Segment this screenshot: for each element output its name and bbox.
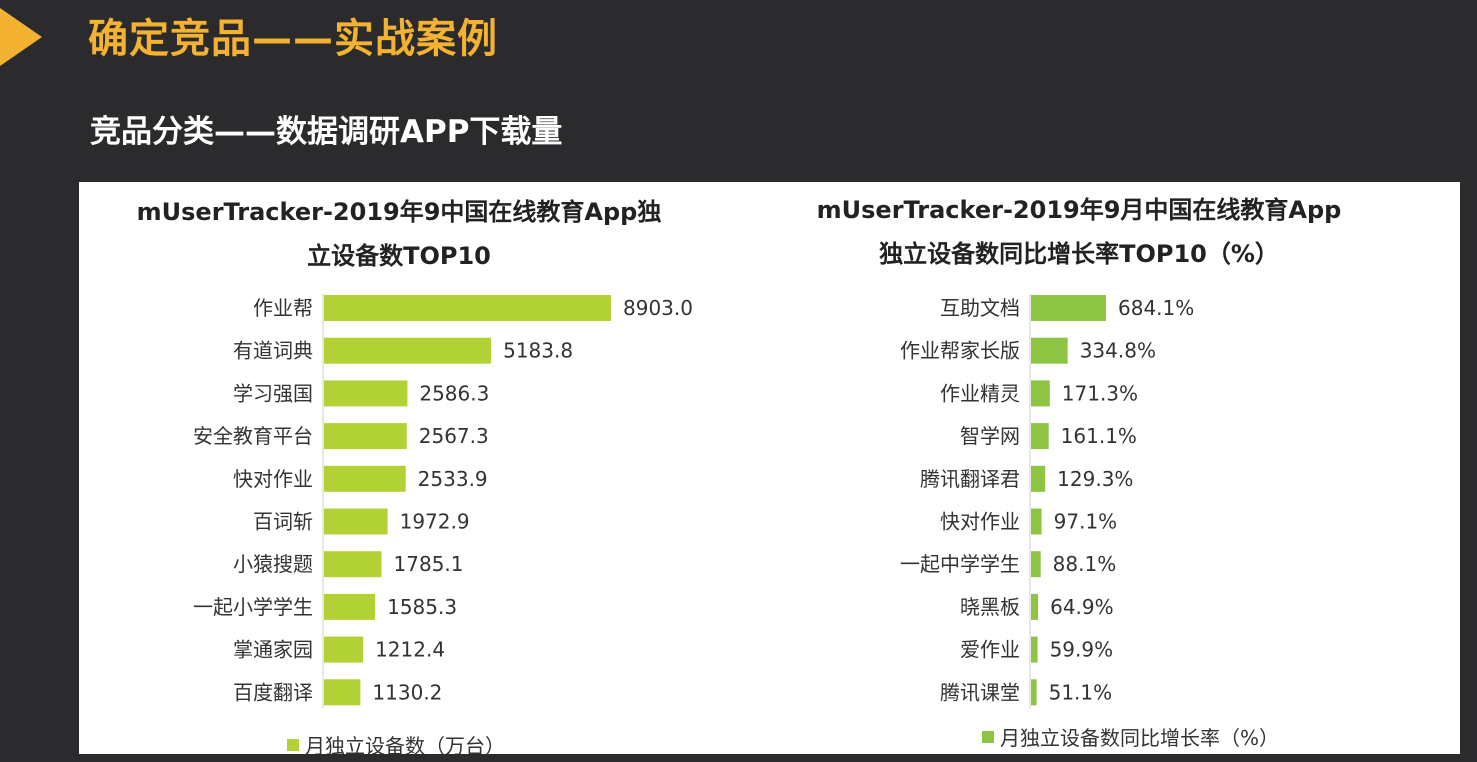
left-bar-5	[324, 465, 406, 492]
right-value-label-8: 64.9%	[1050, 595, 1114, 619]
right-value-label-2: 334.8%	[1080, 339, 1156, 363]
left-value-label-3: 2586.3	[419, 381, 489, 405]
right-value-label-10: 51.1%	[1049, 680, 1113, 704]
right-bar-5	[1031, 465, 1046, 492]
right-category-label-9: 爱作业	[960, 638, 1020, 662]
right-category-label-6: 快对作业	[940, 510, 1020, 534]
right-bar-7	[1031, 551, 1041, 578]
right-chart-title-line-2: 独立设备数同比增长率TOP10（%）	[879, 240, 1279, 268]
right-category-label-3: 作业精灵	[940, 381, 1020, 405]
left-bar-3	[324, 380, 408, 407]
right-category-label-2: 作业帮家长版	[900, 339, 1020, 363]
right-bar-10	[1031, 679, 1037, 706]
right-legend-label: 月独立设备数同比增长率（%）	[1000, 726, 1280, 750]
left-category-label-7: 小猿搜题	[233, 552, 313, 576]
right-bar-1	[1031, 295, 1106, 321]
right-value-label-4: 161.1%	[1061, 424, 1137, 448]
left-bar-4	[324, 423, 407, 450]
left-bar-10	[324, 679, 361, 706]
right-value-label-9: 59.9%	[1050, 638, 1114, 662]
left-category-label-8: 一起小学学生	[193, 595, 313, 619]
right-value-label-3: 171.3%	[1062, 381, 1138, 405]
right-category-label-7: 一起中学学生	[900, 552, 1020, 576]
left-chart-title-line-2: 立设备数TOP10	[307, 242, 491, 270]
right-bar-2	[1031, 337, 1068, 364]
left-value-label-9: 1212.4	[375, 638, 445, 662]
right-category-label-4: 智学网	[960, 424, 1020, 448]
left-category-label-2: 有道词典	[233, 339, 313, 363]
left-bar-9	[324, 636, 364, 663]
left-value-label-2: 5183.8	[503, 339, 573, 363]
left-bar-8	[324, 593, 376, 620]
right-bar-chart: 互助文档 684.1% 作业帮家长版 334.8% 作业精灵 171.3% 智学网 161.1…	[900, 294, 1194, 709]
left-legend-label: 月独立设备数（万台）	[305, 734, 505, 754]
left-chart-legend: 月独立设备数（万台）	[287, 730, 505, 754]
left-value-label-10: 1130.2	[372, 680, 442, 704]
left-chart-title-line-1: mUserTracker-2019年9中国在线教育App独	[136, 198, 662, 226]
right-category-label-10: 腾讯课堂	[940, 680, 1020, 704]
left-value-label-8: 1585.3	[387, 595, 457, 619]
right-value-label-7: 88.1%	[1053, 552, 1117, 576]
right-category-label-1: 互助文档	[940, 296, 1020, 320]
left-value-label-6: 1972.9	[400, 510, 470, 534]
right-chart-title-line-1: mUserTracker-2019年9月中国在线教育App	[816, 196, 1342, 224]
left-bar-1	[324, 295, 611, 321]
right-bar-3	[1031, 380, 1050, 407]
left-category-label-6: 百词斩	[253, 510, 313, 534]
right-bar-6	[1031, 508, 1042, 535]
left-value-label-1: 8903.0	[623, 296, 693, 320]
right-chart-legend: 月独立设备数同比增长率（%）	[982, 722, 1279, 751]
right-value-label-6: 97.1%	[1054, 510, 1118, 534]
left-category-label-10: 百度翻译	[233, 680, 313, 704]
right-value-label-5: 129.3%	[1057, 467, 1133, 491]
page-subtitle: 竞品分类——数据调研APP下载量	[90, 114, 563, 150]
right-bar-4	[1031, 423, 1049, 450]
left-bar-chart: 作业帮 8903.0 有道词典 5183.8 学习强国 2586.3 安全教育平台 2567.…	[193, 294, 693, 709]
chart-panel: mUserTracker-2019年9中国在线教育App独 立设备数TOP10 …	[79, 182, 1460, 754]
left-value-label-7: 1785.1	[394, 552, 464, 576]
left-category-label-4: 安全教育平台	[193, 424, 313, 448]
page-title: 确定竞品——实战案例	[88, 16, 498, 62]
right-bar-8	[1031, 593, 1039, 620]
right-legend-swatch	[982, 730, 994, 743]
left-bar-6	[324, 508, 388, 535]
left-value-label-4: 2567.3	[419, 424, 489, 448]
left-chart-title: mUserTracker-2019年9中国在线教育App独 立设备数TOP10	[99, 190, 699, 278]
right-category-label-5: 腾讯翻译君	[920, 467, 1020, 491]
right-chart-title: mUserTracker-2019年9月中国在线教育App 独立设备数同比增长率…	[779, 188, 1379, 276]
left-category-label-3: 学习强国	[233, 381, 313, 405]
left-bar-2	[324, 337, 492, 364]
right-value-label-1: 684.1%	[1118, 296, 1194, 320]
right-bar-9	[1031, 636, 1038, 663]
right-category-label-8: 晓黑板	[960, 595, 1020, 619]
left-category-label-1: 作业帮	[253, 296, 313, 320]
left-bar-7	[324, 551, 382, 578]
left-value-label-5: 2533.9	[418, 467, 488, 491]
left-category-label-9: 掌通家园	[233, 638, 313, 662]
section-arrow-icon	[0, 8, 42, 66]
left-legend-swatch	[287, 738, 299, 751]
left-category-label-5: 快对作业	[233, 467, 313, 491]
